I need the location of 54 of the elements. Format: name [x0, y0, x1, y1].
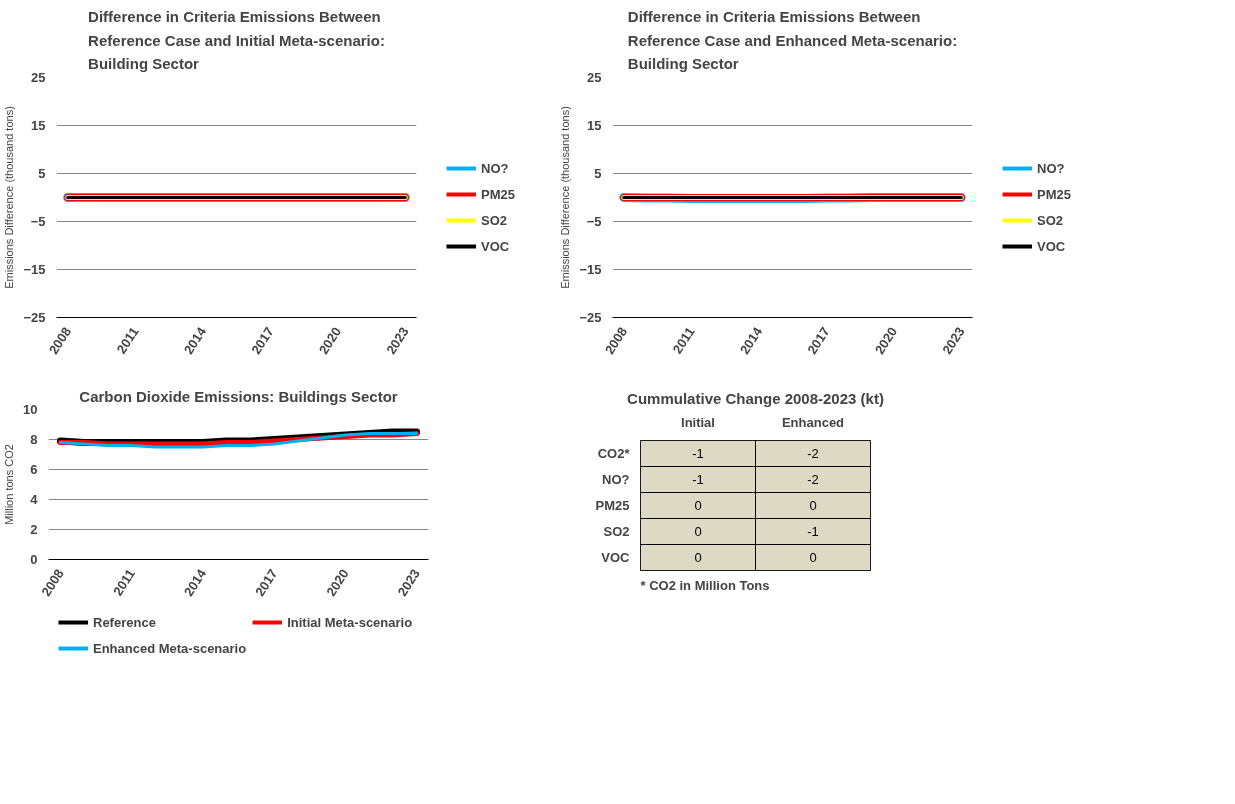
- legend-label: Initial Meta-scenario: [287, 614, 413, 630]
- y-tick-label: −15: [23, 262, 46, 277]
- y-tick-label: 8: [30, 432, 38, 447]
- y-tick-label: 4: [30, 492, 39, 507]
- chart-title: Difference in Criteria Emissions Between Reference Case and Initial Meta-scenario: Building Sector: [88, 7, 385, 73]
- legend-label: PM25: [481, 186, 515, 202]
- data-label: -2: [807, 472, 819, 487]
- data-label: 0: [694, 524, 702, 539]
- x-tick-label: Enhanced: [781, 414, 845, 430]
- y-tick-label: PM25: [595, 498, 630, 513]
- y-tick-label: −25: [579, 310, 602, 325]
- text: * CO2 in Million Tons: [640, 577, 770, 593]
- legend-label: NO?: [481, 160, 509, 176]
- y-tick-label: 5: [38, 166, 46, 181]
- y-tick-label: 25: [31, 70, 46, 85]
- legend-label: SO2: [481, 212, 508, 228]
- y-tick-label: 6: [30, 462, 38, 477]
- data-label: 0: [694, 550, 702, 565]
- legend-label: SO2: [1037, 212, 1064, 228]
- legend-label: Enhanced Meta-scenario: [93, 640, 247, 656]
- data-label: -1: [807, 524, 819, 539]
- y-tick-label: 10: [23, 402, 38, 417]
- legend-label: PM25: [1037, 186, 1071, 202]
- data-label: -1: [692, 472, 704, 487]
- data-label: 0: [809, 550, 817, 565]
- legend-label: NO?: [1037, 160, 1065, 176]
- y-tick-label: 15: [31, 118, 46, 133]
- data-label: 0: [809, 498, 817, 513]
- y-axis-title: Million tons CO2: [3, 444, 16, 525]
- y-tick-label: 25: [587, 70, 602, 85]
- y-tick-label: −25: [23, 310, 46, 325]
- y-tick-label: −5: [586, 214, 602, 229]
- legend-label: Reference: [93, 614, 156, 630]
- y-tick-label: 5: [594, 166, 602, 181]
- y-tick-label: NO?: [602, 472, 630, 487]
- y-tick-label: 2: [30, 522, 38, 537]
- chart-title: Difference in Criteria Emissions Between Reference Case and Enhanced Meta-scenario: Building Sector: [627, 7, 958, 73]
- legend-label: VOC: [1037, 238, 1066, 254]
- y-axis-title: Emissions Difference (thousand tons): [559, 106, 572, 289]
- y-axis-title: Emissions Difference (thousand tons): [3, 106, 16, 289]
- y-tick-label: 0: [30, 552, 38, 567]
- chart-title: Carbon Dioxide Emissions: Buildings Sector: [79, 387, 398, 405]
- y-tick-label: CO2*: [597, 446, 631, 461]
- data-label: 0: [694, 498, 702, 513]
- data-label: -2: [807, 446, 819, 461]
- y-tick-label: SO2: [603, 524, 630, 539]
- legend-label: VOC: [481, 238, 510, 254]
- y-tick-label: −15: [579, 262, 602, 277]
- data-label: -1: [692, 446, 704, 461]
- chart-title: Cummulative Change 2008-2023 (kt): [627, 389, 884, 407]
- y-tick-label: VOC: [601, 550, 631, 565]
- y-tick-label: 15: [587, 118, 602, 133]
- x-tick-label: Initial: [681, 414, 715, 430]
- y-tick-label: −5: [30, 214, 46, 229]
